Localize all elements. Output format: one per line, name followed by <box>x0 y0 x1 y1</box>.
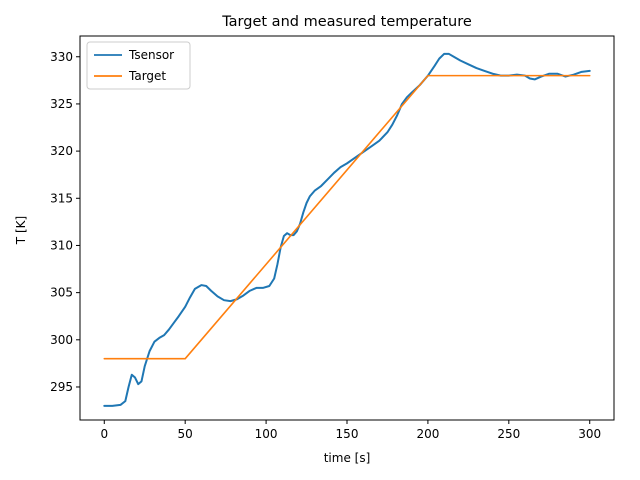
y-tick-label: 330 <box>50 50 73 64</box>
x-tick-label: 200 <box>416 427 439 441</box>
y-tick-label: 310 <box>50 238 73 252</box>
x-tick-label: 300 <box>578 427 601 441</box>
y-tick-label: 300 <box>50 333 73 347</box>
x-tick-label: 0 <box>100 427 108 441</box>
y-tick-label: 325 <box>50 97 73 111</box>
legend-box <box>86 41 191 90</box>
series-layer <box>103 52 591 407</box>
x-tick-label: 100 <box>255 427 278 441</box>
legend: Tsensor Target <box>86 41 191 90</box>
y-axis-label: T [K] <box>14 216 28 245</box>
y-tick-label: 315 <box>50 191 73 205</box>
series-line-tsensor <box>103 52 591 407</box>
x-tick-label: 50 <box>178 427 193 441</box>
y-tick-label: 295 <box>50 380 73 394</box>
y-tick-label: 320 <box>50 144 73 158</box>
x-tick-label: 150 <box>336 427 359 441</box>
chart-title: Target and measured temperature <box>221 14 472 30</box>
x-axis-label: time [s] <box>324 451 371 465</box>
legend-label-tsensor: Tsensor <box>128 48 174 62</box>
x-tick-label: 250 <box>497 427 520 441</box>
y-tick-label: 305 <box>50 286 73 300</box>
series-line-target <box>103 74 591 360</box>
axes-layer: 0 50 100 150 200 250 300 295 300 305 310 315 320 325 3… <box>50 35 615 441</box>
legend-label-target: Target <box>128 69 166 83</box>
